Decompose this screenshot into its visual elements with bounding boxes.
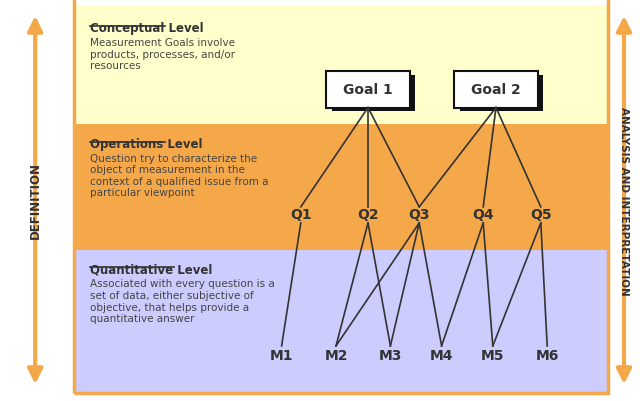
Bar [460, 76, 543, 112]
Text: Q5: Q5 [530, 208, 552, 221]
Text: M4: M4 [430, 348, 453, 362]
Bar [74, 6, 608, 124]
Text: Goal 1: Goal 1 [343, 83, 393, 97]
Text: Conceptual Level: Conceptual Level [90, 22, 204, 35]
Bar [332, 76, 415, 112]
Text: Quantitative Level: Quantitative Level [90, 263, 212, 275]
Bar [74, 251, 608, 393]
Text: Measurement Goals involve
products, processes, and/or
resources: Measurement Goals involve products, proc… [90, 38, 235, 71]
Text: Q4: Q4 [472, 208, 494, 221]
Text: Q2: Q2 [357, 208, 379, 221]
Text: Q1: Q1 [290, 208, 312, 221]
Text: M2: M2 [324, 348, 348, 362]
Text: M6: M6 [536, 348, 559, 362]
Text: M1: M1 [270, 348, 293, 362]
Bar [74, 124, 608, 251]
Text: Goal 2: Goal 2 [471, 83, 521, 97]
Text: Associated with every question is a
set of data, either subjective of
objective,: Associated with every question is a set … [90, 279, 275, 323]
Text: M5: M5 [481, 348, 504, 362]
Bar [454, 72, 538, 108]
Bar [326, 72, 410, 108]
Text: M3: M3 [379, 348, 402, 362]
Text: ANALYSIS AND INTERPRETATION: ANALYSIS AND INTERPRETATION [619, 106, 629, 295]
Text: DEFINITION: DEFINITION [29, 162, 42, 239]
Text: Question try to characterize the
object of measurement in the
context of a quali: Question try to characterize the object … [90, 153, 268, 198]
Text: Operations Level: Operations Level [90, 138, 202, 150]
Text: Q3: Q3 [408, 208, 430, 221]
Bar [74, 0, 608, 393]
